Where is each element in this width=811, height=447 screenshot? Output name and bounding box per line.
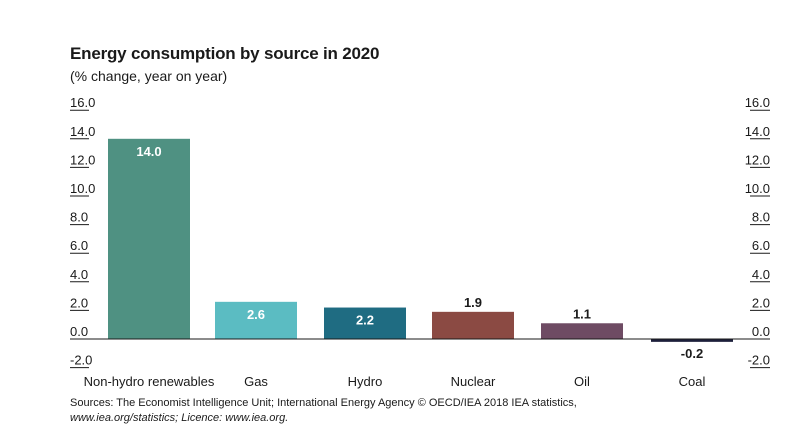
chart-title: Energy consumption by source in 2020 xyxy=(70,44,380,63)
y-tick-label-right: 10.0 xyxy=(745,181,770,196)
y-tick-label-right: 8.0 xyxy=(752,210,770,225)
y-tick-label-right: 4.0 xyxy=(752,267,770,282)
x-category-label: Nuclear xyxy=(451,374,496,389)
x-category-label: Gas xyxy=(244,374,268,389)
y-tick-label-left: 6.0 xyxy=(70,238,88,253)
data-label: 14.0 xyxy=(136,144,161,159)
y-tick-label-left: 2.0 xyxy=(70,295,88,310)
y-tick-label-left: 16.0 xyxy=(70,95,95,110)
y-tick-label-left: 12.0 xyxy=(70,152,95,167)
y-tick-label-right: -2.0 xyxy=(748,353,770,368)
y-tick-label-right: 12.0 xyxy=(745,152,770,167)
x-category-label: Non-hydro renewables xyxy=(84,374,215,389)
x-category-label: Oil xyxy=(574,374,590,389)
bar-coal xyxy=(651,339,733,342)
y-tick-label-right: 14.0 xyxy=(745,124,770,139)
x-category-label: Hydro xyxy=(348,374,383,389)
data-label: -0.2 xyxy=(681,346,703,361)
y-tick-label-left: 14.0 xyxy=(70,124,95,139)
y-tick-label-left: 8.0 xyxy=(70,210,88,225)
chart-subtitle: (% change, year on year) xyxy=(70,68,228,84)
y-tick-label-left: 10.0 xyxy=(70,181,95,196)
source-note: Sources: The Economist Intelligence Unit… xyxy=(70,396,577,426)
x-category-label: Coal xyxy=(679,374,706,389)
source-line-1: Sources: The Economist Intelligence Unit… xyxy=(70,397,577,409)
bar-hydro xyxy=(324,307,406,339)
y-tick-label-right: 2.0 xyxy=(752,295,770,310)
bar-nuclear xyxy=(432,311,514,339)
data-label: 2.6 xyxy=(247,307,265,322)
y-tick-label-left: -2.0 xyxy=(70,353,92,368)
bar-non-hydro-renewables xyxy=(108,138,190,339)
data-label: 1.1 xyxy=(573,306,591,321)
source-line-2: www.iea.org/statistics; Licence: www.iea… xyxy=(70,412,289,424)
y-tick-label-left: 0.0 xyxy=(70,324,88,339)
data-label: 1.9 xyxy=(464,295,482,310)
data-label: 2.2 xyxy=(356,313,374,328)
bar-oil xyxy=(541,323,623,339)
y-tick-label-left: 4.0 xyxy=(70,267,88,282)
y-tick-label-right: 16.0 xyxy=(745,95,770,110)
y-tick-label-right: 6.0 xyxy=(752,238,770,253)
bar-gas xyxy=(215,301,297,339)
y-tick-label-right: 0.0 xyxy=(752,324,770,339)
